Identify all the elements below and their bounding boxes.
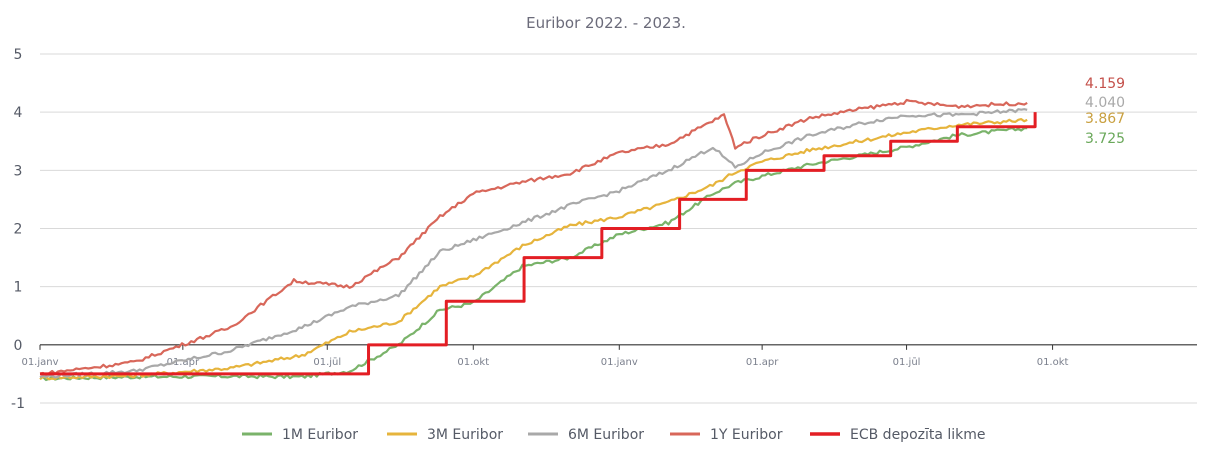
- x-tick-label: 01.jūl: [313, 357, 341, 368]
- legend: 1M Euribor 3M Euribor 6M Euribor 1Y Euribor…: [242, 427, 986, 443]
- y-tick-label: 4: [14, 105, 23, 121]
- chart-title: Euribor 2022. - 2023.: [526, 14, 686, 32]
- series-line: [39, 108, 1028, 379]
- x-tick-label: 01.janv: [21, 357, 58, 368]
- legend-label: 1Y Euribor: [710, 427, 783, 443]
- y-tick-label: 5: [14, 47, 23, 63]
- y-tick-label: 0: [14, 338, 23, 354]
- end-value-label: 4.159: [1085, 76, 1125, 92]
- end-value-label: 4.040: [1085, 95, 1125, 111]
- legend-label: 3M Euribor: [427, 427, 503, 443]
- legend-label: ECB depozīta likme: [850, 427, 986, 443]
- end-value-label: 3.725: [1085, 131, 1125, 147]
- y-axis-ticks: 5 4 3 2 1 0 -1: [11, 47, 25, 412]
- x-tick-label: 01.okt: [1037, 357, 1069, 368]
- y-tick-label: 2: [14, 222, 23, 238]
- series-line: [40, 112, 1037, 376]
- x-tick-label: 01.apr: [746, 357, 779, 368]
- series-lines: [39, 98, 1037, 382]
- x-tick-label: 01.jūl: [893, 357, 921, 368]
- x-tick-label: 01.apr: [167, 357, 200, 368]
- y-tick-label: -1: [11, 396, 25, 412]
- x-tick-label: 01.janv: [601, 357, 638, 368]
- series-line: [39, 126, 1028, 382]
- x-tick-label: 01.okt: [457, 357, 489, 368]
- y-tick-label: 1: [14, 280, 23, 296]
- series-line: [39, 118, 1028, 381]
- legend-label: 6M Euribor: [568, 427, 644, 443]
- grid: [40, 53, 1197, 404]
- legend-label: 1M Euribor: [282, 427, 358, 443]
- series-line: [39, 98, 1028, 376]
- y-tick-label: 3: [14, 163, 23, 179]
- x-axis-ticks: 01.janv 01.apr 01.jūl 01.okt 01.janv 01.apr 01…: [21, 344, 1069, 368]
- end-value-label: 3.867: [1085, 111, 1125, 127]
